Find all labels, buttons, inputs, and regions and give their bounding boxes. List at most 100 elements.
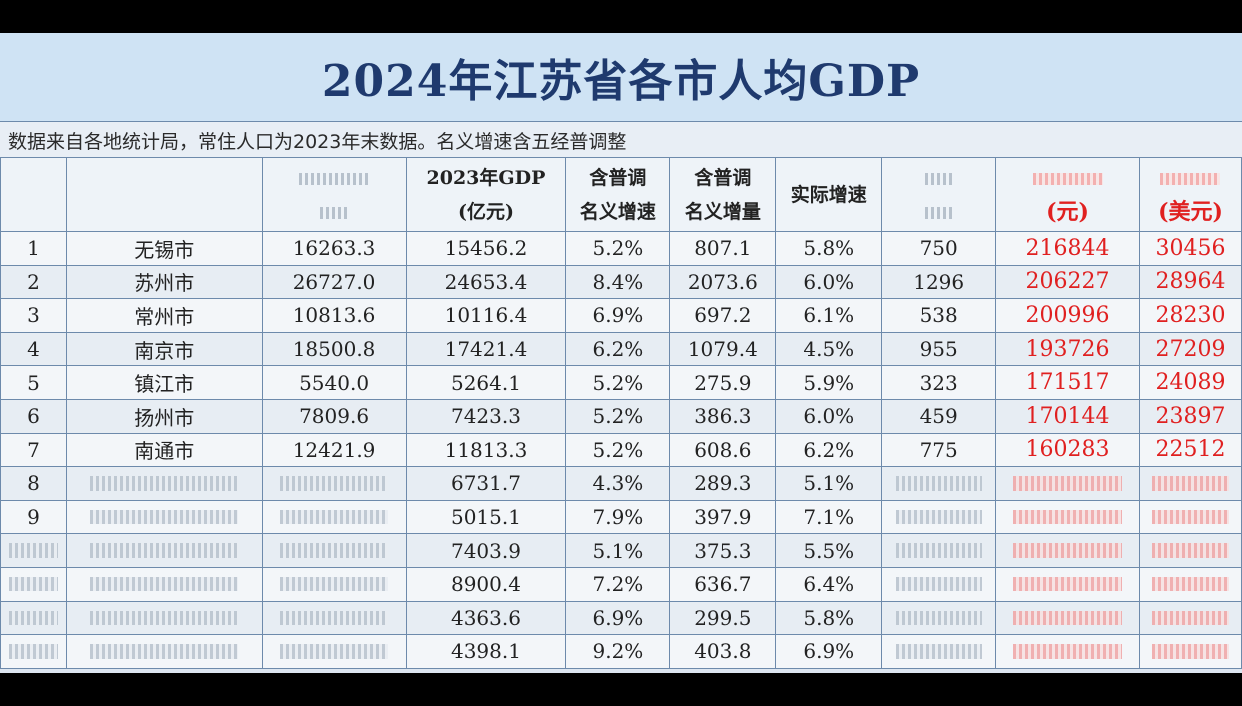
source-note: 数据来自各地统计局，常住人口为2023年末数据。名义增速含五经普调整: [8, 130, 627, 153]
header-gdp2023-line2: (亿元): [457, 200, 514, 223]
cell-city: 镇江市: [65, 365, 263, 400]
cell-gdp2023: 7423.3: [405, 398, 567, 434]
cell-gdp2023: 8900.4: [405, 566, 567, 602]
cell-population: 459: [881, 398, 997, 434]
cell-nominal-rate: 5.1%: [565, 533, 671, 568]
cell-nominal-inc: 386.3: [669, 398, 777, 434]
cell-nominal-inc: 289.3: [669, 466, 777, 501]
cell-city: [65, 466, 263, 501]
cell-gdp2023: 11813.3: [405, 432, 567, 468]
cell-gdp2023: 7403.9: [405, 533, 567, 568]
cell-per-capita-cny: [995, 499, 1140, 535]
cell-per-capita-usd: [1138, 634, 1242, 669]
table-row: 2 苏州市 26727.0 24653.4 8.4% 2073.6 6.0% 1296 2062…: [0, 264, 1242, 300]
cell-population: 538: [881, 298, 997, 333]
cell-nominal-rate: 5.2%: [565, 398, 671, 434]
header-nominal-inc: 含普调 名义增量: [669, 157, 777, 232]
cell-per-capita-usd: 28964: [1138, 264, 1242, 300]
cell-rank: [0, 600, 67, 636]
table-row: 4398.1 9.2% 403.8 6.9%: [0, 634, 1242, 669]
cell-real-rate: 6.1%: [775, 298, 883, 333]
cell-nominal-inc: 275.9: [669, 365, 777, 400]
cell-per-capita-usd: [1138, 533, 1242, 568]
cell-population: [881, 634, 997, 669]
table-row: 8 6731.7 4.3% 289.3 5.1%: [0, 466, 1242, 501]
cell-per-capita-cny: 170144: [995, 398, 1140, 434]
cell-gdp2023: 4363.6: [405, 600, 567, 636]
cell-per-capita-usd: [1138, 600, 1242, 636]
cell-per-capita-cny: [995, 634, 1140, 669]
cell-city: [65, 634, 263, 669]
cell-real-rate: 4.5%: [775, 331, 883, 367]
cell-gdp2024: [261, 634, 407, 669]
spreadsheet-sheet: 2024年江苏省各市人均GDP 数据来自各地统计局，常住人口为2023年末数据。…: [0, 33, 1242, 673]
cell-rank: 2: [0, 264, 67, 300]
table-row: 5 镇江市 5540.0 5264.1 5.2% 275.9 5.9% 323 171517 24…: [0, 365, 1242, 400]
cell-gdp2024: 12421.9: [261, 432, 407, 468]
cell-nominal-inc: 608.6: [669, 432, 777, 468]
cell-city: 扬州市: [65, 398, 263, 434]
cell-per-capita-cny: 171517: [995, 365, 1140, 400]
table-row: 6 扬州市 7809.6 7423.3 5.2% 386.3 6.0% 459 170144 23…: [0, 398, 1242, 434]
header-per-capita-usd: (美元): [1138, 157, 1242, 232]
cell-per-capita-usd: [1138, 499, 1242, 535]
cell-real-rate: 5.9%: [775, 365, 883, 400]
cell-city: [65, 533, 263, 568]
cell-gdp2024: 7809.6: [261, 398, 407, 434]
cell-gdp2023: 5015.1: [405, 499, 567, 535]
gdp-table: 2023年GDP (亿元) 含普调 名义增速 含普调 名义增量 实际增速 (元): [0, 157, 1242, 669]
header-rank: [0, 157, 67, 232]
cell-rank: 4: [0, 331, 67, 367]
header-per-capita-cny: (元): [995, 157, 1140, 232]
header-gdp2023-line1: 2023年GDP: [426, 166, 546, 189]
cell-population: 750: [881, 231, 997, 266]
header-city: [65, 157, 263, 232]
page-title: 2024年江苏省各市人均GDP: [321, 56, 921, 107]
table-row: 1 无锡市 16263.3 15456.2 5.2% 807.1 5.8% 750 216844…: [0, 231, 1242, 266]
cell-nominal-inc: 375.3: [669, 533, 777, 568]
cell-nominal-rate: 8.4%: [565, 264, 671, 300]
cell-nominal-inc: 636.7: [669, 566, 777, 602]
cell-nominal-inc: 403.8: [669, 634, 777, 669]
cell-nominal-inc: 2073.6: [669, 264, 777, 300]
cell-city: [65, 566, 263, 602]
cell-real-rate: 5.5%: [775, 533, 883, 568]
cell-per-capita-usd: [1138, 466, 1242, 501]
cell-city: 南京市: [65, 331, 263, 367]
cell-per-capita-cny: [995, 566, 1140, 602]
title-bar: 2024年江苏省各市人均GDP: [0, 33, 1242, 121]
cell-population: 1296: [881, 264, 997, 300]
cell-gdp2023: 5264.1: [405, 365, 567, 400]
table-row: 7 南通市 12421.9 11813.3 5.2% 608.6 6.2% 775 160283…: [0, 432, 1242, 468]
cell-gdp2023: 4398.1: [405, 634, 567, 669]
cell-gdp2024: 5540.0: [261, 365, 407, 400]
table-row: 7403.9 5.1% 375.3 5.5%: [0, 533, 1242, 568]
table-row: 9 5015.1 7.9% 397.9 7.1%: [0, 499, 1242, 535]
cell-per-capita-usd: 24089: [1138, 365, 1242, 400]
cell-rank: 8: [0, 466, 67, 501]
cell-rank: [0, 634, 67, 669]
cell-per-capita-cny: [995, 533, 1140, 568]
header-nominal-rate: 含普调 名义增速: [565, 157, 671, 232]
cell-real-rate: 6.4%: [775, 566, 883, 602]
cell-city: [65, 600, 263, 636]
header-row: 2023年GDP (亿元) 含普调 名义增速 含普调 名义增量 实际增速 (元): [0, 157, 1242, 232]
cell-real-rate: 5.8%: [775, 231, 883, 266]
table-row: 8900.4 7.2% 636.7 6.4%: [0, 566, 1242, 602]
note-bar: 数据来自各地统计局，常住人口为2023年末数据。名义增速含五经普调整: [0, 121, 1242, 158]
cell-nominal-inc: 299.5: [669, 600, 777, 636]
cell-per-capita-usd: 28230: [1138, 298, 1242, 333]
cell-nominal-rate: 4.3%: [565, 466, 671, 501]
table-row: 4 南京市 18500.8 17421.4 6.2% 1079.4 4.5% 955 19372…: [0, 331, 1242, 367]
cell-rank: 9: [0, 499, 67, 535]
cell-per-capita-cny: [995, 600, 1140, 636]
cell-rank: 3: [0, 298, 67, 333]
cell-rank: 6: [0, 398, 67, 434]
cell-gdp2024: 18500.8: [261, 331, 407, 367]
cell-gdp2024: 16263.3: [261, 231, 407, 266]
cell-population: [881, 600, 997, 636]
cell-city: [65, 499, 263, 535]
cell-gdp2023: 24653.4: [405, 264, 567, 300]
cell-population: [881, 533, 997, 568]
table-row: 4363.6 6.9% 299.5 5.8%: [0, 600, 1242, 636]
